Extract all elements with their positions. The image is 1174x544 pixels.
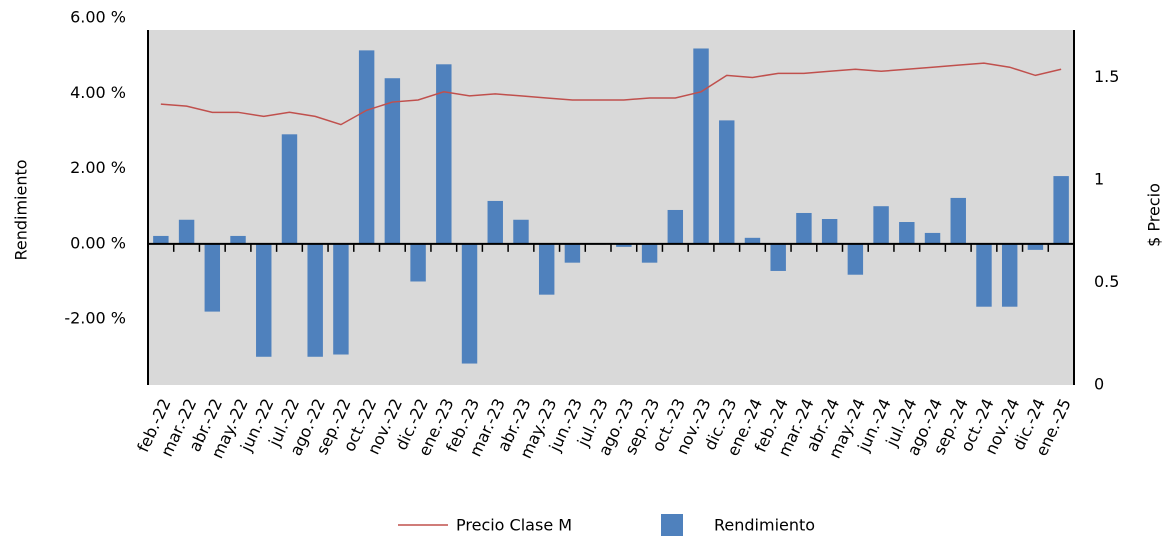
bar: [281, 134, 298, 244]
bar: [873, 206, 889, 244]
y2-tick-label: 0: [1094, 375, 1104, 394]
legend-label: Rendimiento: [714, 516, 815, 535]
y2-tick-label: 1.5: [1094, 67, 1119, 86]
y2-tick-label: 0.5: [1094, 272, 1119, 291]
bar: [461, 243, 478, 364]
y2-tick-label: 1: [1094, 169, 1104, 188]
bar: [256, 243, 272, 357]
bar: [307, 243, 323, 357]
y-tick-label: 6.00 %: [70, 8, 126, 27]
y-axis-title: Rendimiento: [12, 159, 31, 260]
plot-area: [148, 30, 1074, 385]
bar: [1001, 243, 1018, 307]
bar: [667, 209, 684, 244]
bar: [358, 50, 375, 244]
bar: [924, 232, 941, 244]
bar: [538, 243, 555, 295]
bar: [230, 235, 246, 244]
bar: [899, 222, 915, 244]
bar: [719, 120, 735, 244]
legend-swatch: [661, 514, 683, 536]
y-tick-label: 0.00 %: [70, 233, 126, 252]
bar: [564, 243, 581, 263]
y-tick-label: 2.00 %: [70, 158, 126, 177]
bar: [204, 243, 221, 312]
bar: [384, 78, 401, 244]
bar: [1027, 243, 1044, 250]
bar: [796, 212, 812, 244]
bar: [693, 48, 709, 244]
bar: [487, 200, 503, 244]
bar: [436, 64, 452, 244]
bar: [847, 243, 864, 275]
bar: [976, 243, 992, 307]
price-line: [160, 62, 1062, 126]
bar: [616, 243, 632, 247]
bar: [513, 219, 529, 244]
bar: [410, 243, 426, 282]
legend-label: Precio Clase M: [456, 516, 572, 535]
bar: [744, 237, 761, 244]
bar: [333, 243, 349, 355]
bar: [178, 219, 195, 244]
bar: [821, 219, 838, 244]
bar: [153, 235, 169, 244]
y2-axis-title: $ Precio: [1145, 183, 1164, 247]
y-tick-label: 4.00 %: [70, 83, 126, 102]
bar: [1053, 176, 1069, 244]
bar: [770, 243, 786, 271]
bar: [950, 197, 966, 244]
y-tick-label: -2.00 %: [64, 309, 126, 328]
bar: [641, 243, 658, 263]
